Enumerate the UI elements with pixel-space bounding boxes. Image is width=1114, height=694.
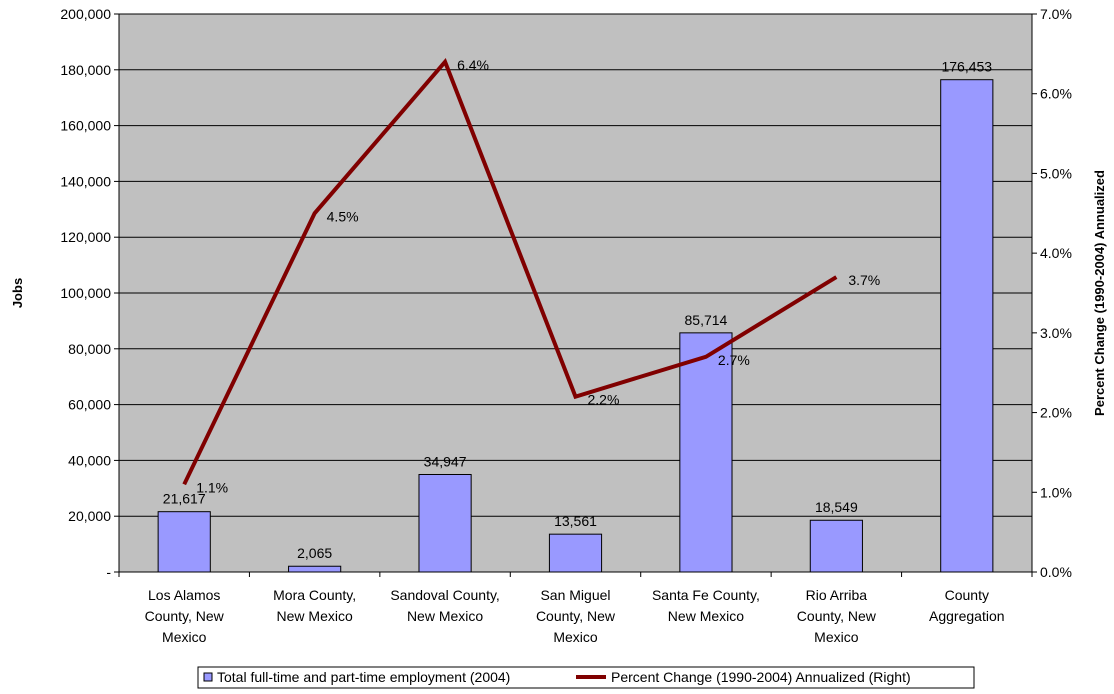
category-label-line: County, New	[797, 608, 877, 624]
line-value-label: 2.2%	[588, 392, 620, 408]
category-label-line: Mexico	[162, 629, 207, 645]
bar	[418, 473, 472, 573]
category-label: Los Alamos County, New Mexico	[145, 587, 225, 645]
bar-series	[157, 79, 994, 573]
category-label-line: New Mexico	[668, 608, 744, 624]
line-value-label: 2.7%	[718, 352, 750, 368]
left-tick-label: 20,000	[68, 508, 111, 524]
category-label-line: New Mexico	[407, 608, 483, 624]
left-tick-label: 40,000	[68, 452, 111, 468]
category-label-line: Santa Fe County,	[652, 587, 760, 603]
category-label-line: Rio Arriba	[806, 587, 868, 603]
bar-value-label: 21,617	[163, 491, 206, 507]
bar	[809, 519, 863, 573]
left-tick-label: 60,000	[68, 397, 111, 413]
category-label: San Miguel County, New Mexico	[536, 587, 616, 645]
left-tick-label: 200,000	[60, 6, 111, 22]
legend-label-bar: Total full-time and part-time employment…	[217, 669, 510, 685]
right-tick-label: 0.0%	[1040, 564, 1072, 580]
left-tick-label: 80,000	[68, 341, 111, 357]
bar	[940, 79, 994, 573]
bar-value-label: 176,453	[941, 59, 992, 75]
category-label-line: County, New	[145, 608, 225, 624]
left-tick-label: -	[106, 564, 111, 580]
bar-value-label: 18,549	[815, 499, 858, 515]
bar-data-labels: 21,617 2,065 34,947 13,561 85,714 18,549 176,4…	[163, 59, 993, 562]
category-axis-labels: Los Alamos County, New Mexico Mora County, N…	[118, 572, 1033, 645]
line-series	[182, 58, 838, 486]
bar	[157, 511, 211, 573]
bar	[679, 332, 733, 573]
bar-value-label: 13,561	[554, 513, 597, 529]
category-label-line: Los Alamos	[148, 587, 220, 603]
category-label-line: County, New	[536, 608, 616, 624]
category-label-line: Aggregation	[929, 608, 1005, 624]
left-tick-label: 180,000	[60, 62, 111, 78]
line-value-label: 4.5%	[327, 208, 359, 224]
right-axis-ticks: 0.0% 1.0% 2.0% 3.0% 4.0% 5.0% 6.0% 7.0%	[1031, 6, 1072, 580]
category-label: Rio Arriba County, New Mexico	[797, 587, 877, 645]
left-tick-label: 140,000	[60, 173, 111, 189]
left-axis-ticks: - 20,000 40,000 60,000 80,000 100,000 120,000 1…	[60, 6, 1032, 580]
left-tick-label: 120,000	[60, 229, 111, 245]
line-value-label: 1.1%	[196, 479, 228, 495]
line-value-label: 3.7%	[848, 272, 880, 288]
line-value-label: 6.4%	[457, 57, 489, 73]
legend-swatch-bar	[203, 672, 213, 682]
category-label: Santa Fe County, New Mexico	[652, 587, 760, 624]
right-tick-label: 4.0%	[1040, 245, 1072, 261]
right-tick-label: 7.0%	[1040, 6, 1072, 22]
bar	[288, 565, 342, 573]
bar-value-label: 85,714	[685, 312, 728, 328]
right-tick-label: 5.0%	[1040, 165, 1072, 181]
right-tick-label: 6.0%	[1040, 86, 1072, 102]
category-label-line: Mexico	[814, 629, 859, 645]
legend-label-line: Percent Change (1990-2004) Annualized (R…	[611, 669, 911, 685]
category-label-line: New Mexico	[277, 608, 353, 624]
category-label-line: Sandoval County,	[390, 587, 499, 603]
bar	[548, 533, 603, 573]
category-label: Sandoval County, New Mexico	[390, 587, 499, 624]
right-tick-label: 1.0%	[1040, 484, 1072, 500]
left-tick-label: 160,000	[60, 118, 111, 134]
category-label-line: San Miguel	[540, 587, 610, 603]
left-axis-title: Jobs	[10, 278, 25, 308]
right-axis-title: Percent Change (1990-2004) Annualized	[1092, 170, 1107, 416]
category-label-line: Mexico	[553, 629, 598, 645]
left-tick-label: 100,000	[60, 285, 111, 301]
gridlines	[119, 13, 1032, 517]
legend: Total full-time and part-time employment…	[197, 666, 975, 689]
right-tick-label: 3.0%	[1040, 325, 1072, 341]
category-label-line: Mora County,	[273, 587, 356, 603]
line-data-labels: 1.1% 4.5% 6.4% 2.2% 2.7% 3.7%	[196, 57, 880, 495]
category-label: County Aggregation	[929, 587, 1005, 624]
bar-value-label: 2,065	[297, 545, 332, 561]
percent-change-line	[182, 58, 838, 486]
category-label: Mora County, New Mexico	[273, 587, 356, 624]
bar-value-label: 34,947	[424, 453, 467, 469]
category-label-line: County	[945, 587, 989, 603]
right-tick-label: 2.0%	[1040, 405, 1072, 421]
